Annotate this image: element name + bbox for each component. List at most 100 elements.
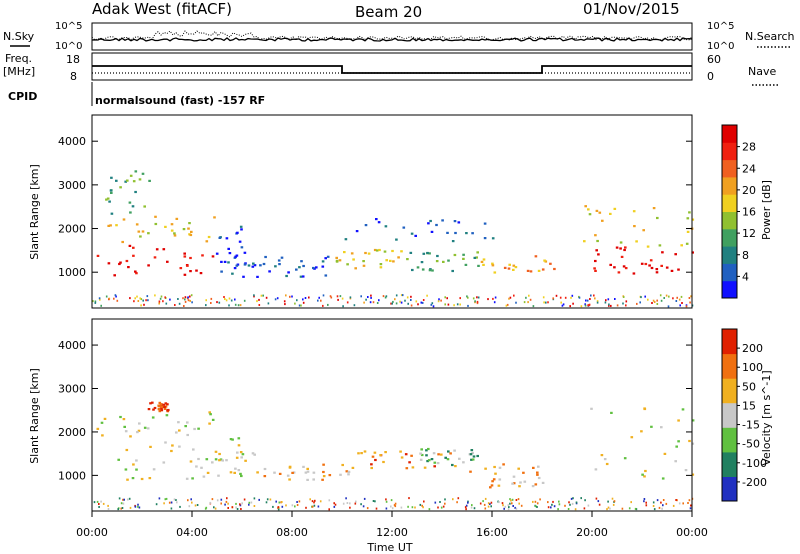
data-cell <box>110 176 113 179</box>
data-cell <box>159 403 163 406</box>
data-cell <box>372 500 375 502</box>
data-cell <box>504 505 507 508</box>
data-cell <box>341 297 344 300</box>
data-cell <box>134 297 136 300</box>
data-cell <box>174 304 176 306</box>
data-cell <box>143 303 145 306</box>
data-cell <box>102 502 105 505</box>
data-cell <box>236 508 239 510</box>
data-cell <box>182 297 184 300</box>
data-cell <box>138 422 141 425</box>
data-cell <box>162 248 166 251</box>
data-cell <box>229 471 233 474</box>
data-cell <box>596 301 599 304</box>
data-cell <box>584 303 586 306</box>
data-cell <box>164 402 168 405</box>
data-cell <box>240 246 244 249</box>
data-cell <box>405 467 409 470</box>
data-cell <box>372 301 375 304</box>
time-axis: 00:00 04:00 08:00 12:00 16:00 20:00 00:00 <box>76 511 708 539</box>
data-cell <box>149 445 152 448</box>
data-cell <box>661 477 665 480</box>
data-cell <box>237 437 241 440</box>
data-cell <box>186 264 189 267</box>
colorbar-tick-label: 12 <box>742 227 756 240</box>
data-cell <box>377 221 381 224</box>
data-cell <box>330 296 333 299</box>
colorbar-segment <box>722 228 737 247</box>
data-cell <box>263 475 267 478</box>
data-cell <box>685 242 689 245</box>
data-cell <box>394 298 396 301</box>
data-cell <box>644 469 647 473</box>
data-cell <box>276 297 279 300</box>
data-cell <box>154 294 156 297</box>
data-cell <box>571 502 574 505</box>
data-cell <box>509 502 511 505</box>
data-cell <box>393 504 396 507</box>
data-cell <box>235 456 239 459</box>
data-cell <box>410 454 413 457</box>
data-cell <box>370 294 372 297</box>
data-cell <box>541 268 545 271</box>
nsearch-trace <box>91 30 693 41</box>
data-cell <box>440 506 443 509</box>
data-cell <box>494 296 497 299</box>
data-cell <box>192 448 195 451</box>
data-cell <box>288 465 292 468</box>
data-cell <box>426 460 429 463</box>
data-cell <box>483 222 487 225</box>
data-cell <box>549 262 552 265</box>
data-cell <box>641 473 644 476</box>
data-cell <box>392 300 394 303</box>
data-cell <box>237 444 241 447</box>
data-cell <box>553 267 556 271</box>
data-cell <box>175 217 179 220</box>
data-cell <box>619 247 622 250</box>
data-cell <box>677 440 680 443</box>
data-cell <box>397 256 400 259</box>
data-cell <box>519 481 522 484</box>
data-cell <box>148 179 151 182</box>
data-cell <box>688 211 691 214</box>
data-cell <box>252 262 255 265</box>
colorbar-segment <box>722 427 737 453</box>
data-cell <box>225 459 228 462</box>
data-cell <box>140 298 143 301</box>
data-cell <box>281 501 283 503</box>
data-cell <box>98 506 100 508</box>
data-cell <box>430 303 433 306</box>
data-cell <box>420 301 423 304</box>
data-cell <box>625 304 627 307</box>
data-cell <box>322 470 325 474</box>
data-cell <box>256 471 259 474</box>
data-cell <box>362 505 365 508</box>
data-cell <box>691 218 695 221</box>
data-cell <box>135 459 138 462</box>
data-cell <box>184 425 187 428</box>
data-cell <box>569 503 571 506</box>
data-cell <box>184 298 186 301</box>
data-cell <box>686 230 690 233</box>
data-cell <box>442 505 445 508</box>
data-cell <box>382 460 385 464</box>
data-cell <box>383 250 387 253</box>
data-cell <box>512 268 515 271</box>
data-cell <box>394 502 397 505</box>
data-cell <box>547 301 549 304</box>
data-cell <box>173 232 176 235</box>
data-cell <box>410 232 414 235</box>
data-cell <box>422 252 426 255</box>
colorbar-tick-label: 15 <box>742 399 756 412</box>
data-cell <box>277 508 280 511</box>
data-cell <box>321 265 325 268</box>
data-cell <box>94 300 97 303</box>
data-cell <box>378 299 380 302</box>
data-cell <box>132 246 135 249</box>
data-cell <box>311 500 314 503</box>
data-cell <box>667 305 670 308</box>
data-cell <box>258 304 261 306</box>
data-cell <box>291 504 294 507</box>
data-cell <box>160 405 164 408</box>
data-cell <box>541 481 545 484</box>
